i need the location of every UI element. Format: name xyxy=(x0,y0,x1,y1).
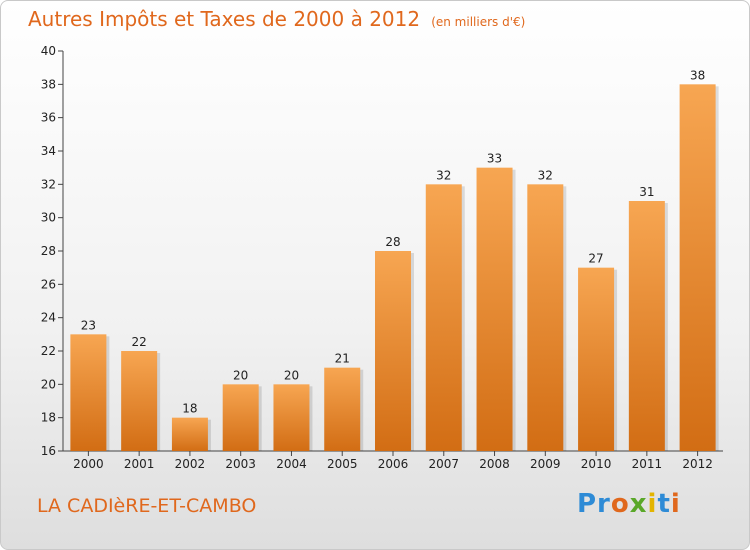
bar xyxy=(476,167,513,451)
x-tick-label: 2009 xyxy=(530,457,561,471)
x-tick-label: 2012 xyxy=(682,457,713,471)
x-tick-label: 2003 xyxy=(225,457,256,471)
x-tick-label: 2004 xyxy=(276,457,307,471)
y-tick-label: 30 xyxy=(41,211,56,225)
bar xyxy=(324,367,361,451)
data-label: 32 xyxy=(538,168,553,182)
data-label: 20 xyxy=(284,368,299,382)
y-tick-label: 16 xyxy=(41,444,56,458)
x-tick-label: 2006 xyxy=(378,457,409,471)
data-label: 20 xyxy=(233,368,248,382)
x-tick-label: 2005 xyxy=(327,457,358,471)
y-tick-label: 22 xyxy=(41,344,56,358)
x-tick-label: 2008 xyxy=(479,457,510,471)
x-tick-label: 2011 xyxy=(632,457,663,471)
x-tick-label: 2001 xyxy=(124,457,155,471)
bar xyxy=(222,384,259,451)
data-label: 32 xyxy=(436,168,451,182)
bar xyxy=(578,267,615,451)
y-tick-label: 18 xyxy=(41,411,56,425)
data-label: 23 xyxy=(81,318,96,332)
bar xyxy=(527,184,564,452)
proxiti-logo: Proxiti xyxy=(577,489,681,519)
x-tick-label: 2010 xyxy=(581,457,612,471)
data-label: 38 xyxy=(690,68,705,82)
bar xyxy=(171,417,208,451)
y-tick-label: 26 xyxy=(41,277,56,291)
bar xyxy=(70,334,107,451)
data-label: 22 xyxy=(132,335,147,349)
y-tick-label: 38 xyxy=(41,77,56,91)
x-tick-label: 2002 xyxy=(175,457,206,471)
y-tick-label: 28 xyxy=(41,244,56,258)
data-label: 31 xyxy=(639,185,654,199)
bar xyxy=(273,384,310,451)
x-tick-label: 2000 xyxy=(73,457,104,471)
data-label: 18 xyxy=(182,402,197,416)
chart-title-main: Autres Impôts et Taxes de 2000 à 2012 xyxy=(28,7,421,31)
bar xyxy=(679,84,716,451)
bar xyxy=(425,184,462,452)
data-label: 21 xyxy=(335,352,350,366)
commune-name: LA CADIèRE-ET-CAMBO xyxy=(37,495,257,517)
y-tick-label: 34 xyxy=(41,144,56,158)
chart-title: Autres Impôts et Taxes de 2000 à 2012 (e… xyxy=(28,7,525,31)
bar xyxy=(121,351,158,451)
y-tick-label: 32 xyxy=(41,177,56,191)
bar xyxy=(375,251,411,451)
data-label: 28 xyxy=(385,235,400,249)
bar xyxy=(628,201,665,451)
data-label: 33 xyxy=(487,152,502,166)
y-tick-label: 36 xyxy=(41,111,56,125)
y-tick-label: 24 xyxy=(41,311,56,325)
y-tick-label: 20 xyxy=(41,377,56,391)
x-tick-label: 2007 xyxy=(428,457,459,471)
data-label: 27 xyxy=(588,252,603,266)
chart-title-unit: (en milliers d'€) xyxy=(431,15,526,29)
y-tick-label: 40 xyxy=(41,44,56,58)
